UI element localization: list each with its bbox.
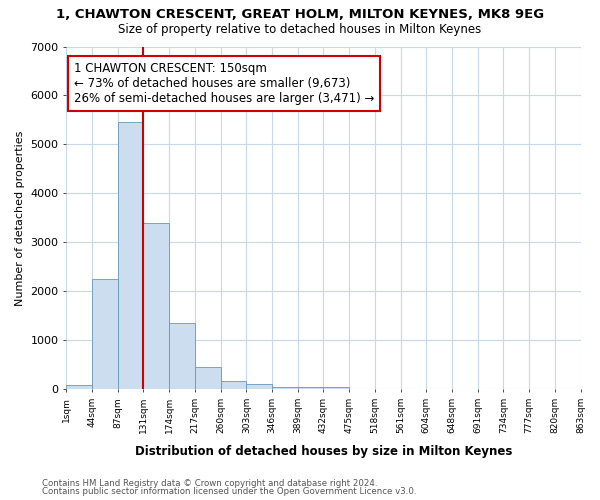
Bar (143, 223, 169, 390)
Text: Contains public sector information licensed under the Open Government Licence v3: Contains public sector information licen… (42, 487, 416, 496)
Bar (298, 387, 323, 390)
Text: 1, CHAWTON CRESCENT, GREAT HOLM, MILTON KEYNES, MK8 9EG: 1, CHAWTON CRESCENT, GREAT HOLM, MILTON … (56, 8, 544, 20)
Y-axis label: Number of detached properties: Number of detached properties (15, 130, 25, 306)
Bar (92, 279, 118, 390)
X-axis label: Distribution of detached houses by size in Milton Keynes: Distribution of detached houses by size … (135, 444, 512, 458)
Text: 1 CHAWTON CRESCENT: 150sqm
← 73% of detached houses are smaller (9,673)
26% of s: 1 CHAWTON CRESCENT: 150sqm ← 73% of deta… (74, 62, 374, 105)
Text: Size of property relative to detached houses in Milton Keynes: Size of property relative to detached ho… (118, 22, 482, 36)
Bar (272, 387, 298, 390)
Bar (246, 384, 272, 390)
Bar (118, 122, 143, 390)
Bar (323, 387, 349, 390)
Bar (169, 323, 195, 390)
Text: Contains HM Land Registry data © Crown copyright and database right 2024.: Contains HM Land Registry data © Crown c… (42, 478, 377, 488)
Bar (67, 386, 92, 390)
Bar (221, 381, 246, 390)
Bar (195, 368, 221, 390)
